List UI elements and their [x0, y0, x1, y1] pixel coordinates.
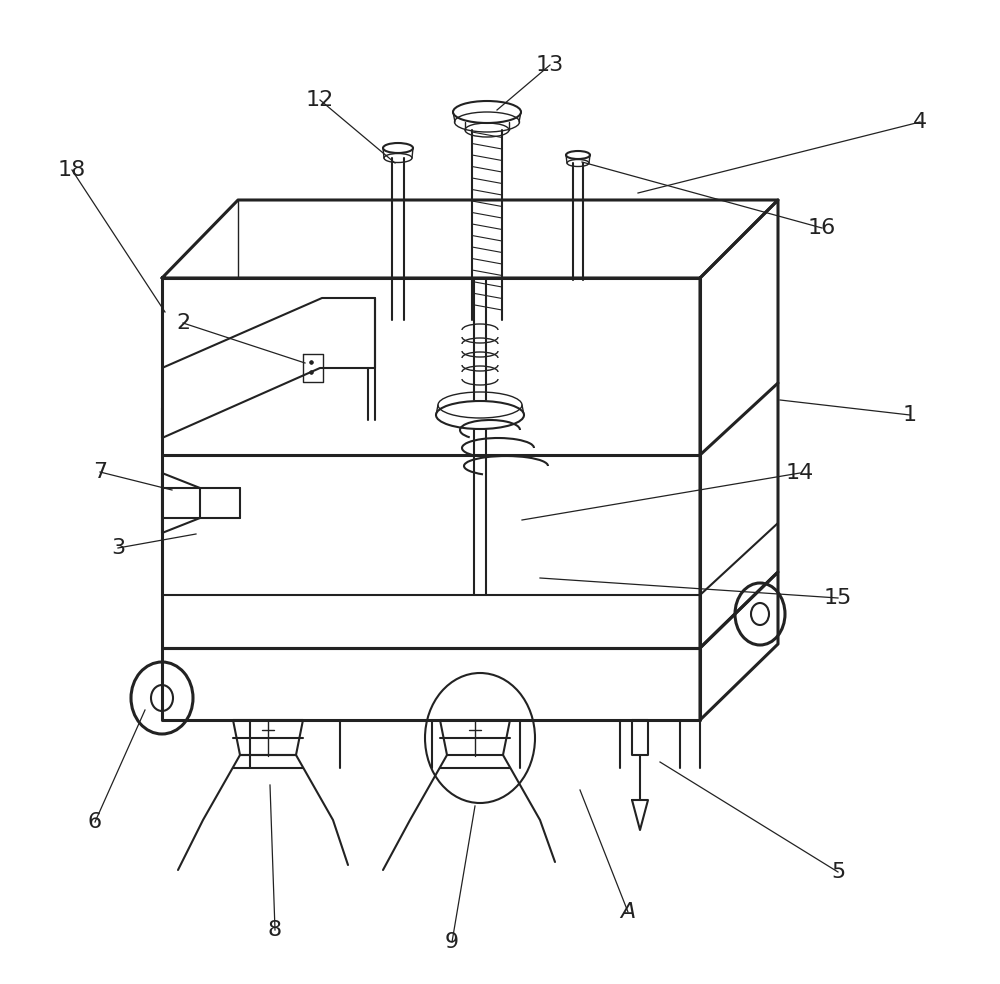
Text: 1: 1 [903, 405, 917, 425]
Text: 15: 15 [824, 588, 852, 608]
Text: A: A [620, 902, 636, 922]
Text: 16: 16 [808, 218, 836, 238]
Text: 18: 18 [58, 160, 86, 180]
Text: 8: 8 [268, 920, 282, 940]
Text: 12: 12 [306, 90, 334, 110]
Text: 6: 6 [88, 812, 102, 832]
Text: 13: 13 [536, 55, 564, 75]
Text: 7: 7 [93, 462, 107, 482]
Text: 9: 9 [445, 932, 459, 952]
Text: 4: 4 [913, 112, 927, 132]
Text: 5: 5 [831, 862, 845, 882]
Text: 3: 3 [111, 538, 125, 558]
Text: 14: 14 [786, 463, 814, 483]
Text: 2: 2 [176, 313, 190, 333]
